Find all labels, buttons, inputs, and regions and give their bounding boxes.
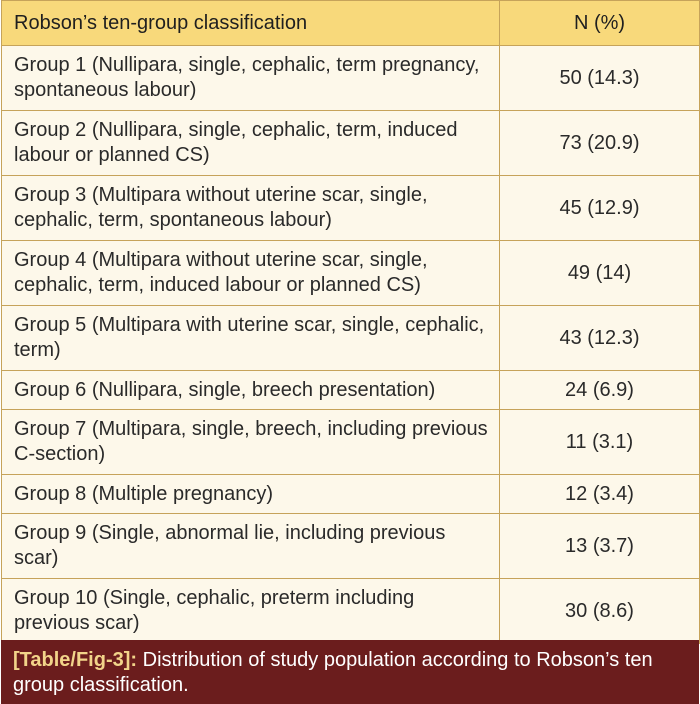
figure-caption: [Table/Fig-3]: Distribution of study pop… [1, 640, 699, 704]
group-cell: Group 8 (Multiple pregnancy) [1, 474, 500, 514]
table-row: Group 4 (Multipara without uterine scar,… [1, 240, 700, 306]
table-row: Group 10 (Single, cephalic, preterm incl… [1, 578, 700, 644]
group-cell: Group 2 (Nullipara, single, cephalic, te… [1, 110, 500, 176]
group-cell: Group 6 (Nullipara, single, breech prese… [1, 370, 500, 410]
table-row: Group 5 (Multipara with uterine scar, si… [1, 305, 700, 371]
value-cell: 73 (20.9) [499, 110, 700, 176]
table-row: Group 7 (Multipara, single, breech, incl… [1, 409, 700, 475]
table-row: Group 6 (Nullipara, single, breech prese… [1, 370, 700, 410]
header-classification: Robson’s ten-group classification [1, 0, 500, 46]
robson-classification-table: Robson’s ten-group classification N (%) … [1, 0, 700, 644]
table-row: Group 9 (Single, abnormal lie, including… [1, 513, 700, 579]
caption-text: Distribution of study population accordi… [13, 649, 653, 696]
group-cell: Group 1 (Nullipara, single, cephalic, te… [1, 45, 500, 111]
caption-tag: [Table/Fig-3]: [13, 649, 138, 671]
value-cell: 11 (3.1) [499, 409, 700, 475]
value-cell: 45 (12.9) [499, 175, 700, 241]
header-n-percent: N (%) [499, 0, 700, 46]
group-cell: Group 3 (Multipara without uterine scar,… [1, 175, 500, 241]
table-row: Group 2 (Nullipara, single, cephalic, te… [1, 110, 700, 176]
table-row: Group 1 (Nullipara, single, cephalic, te… [1, 45, 700, 111]
value-cell: 30 (8.6) [499, 578, 700, 644]
group-cell: Group 10 (Single, cephalic, preterm incl… [1, 578, 500, 644]
group-cell: Group 9 (Single, abnormal lie, including… [1, 513, 500, 579]
group-cell: Group 4 (Multipara without uterine scar,… [1, 240, 500, 306]
table-row: Group 3 (Multipara without uterine scar,… [1, 175, 700, 241]
value-cell: 13 (3.7) [499, 513, 700, 579]
value-cell: 12 (3.4) [499, 474, 700, 514]
value-cell: 49 (14) [499, 240, 700, 306]
group-cell: Group 5 (Multipara with uterine scar, si… [1, 305, 500, 371]
value-cell: 24 (6.9) [499, 370, 700, 410]
value-cell: 50 (14.3) [499, 45, 700, 111]
table-row: Group 8 (Multiple pregnancy) 12 (3.4) [1, 474, 700, 514]
group-cell: Group 7 (Multipara, single, breech, incl… [1, 409, 500, 475]
table-header-row: Robson’s ten-group classification N (%) [1, 0, 700, 46]
value-cell: 43 (12.3) [499, 305, 700, 371]
